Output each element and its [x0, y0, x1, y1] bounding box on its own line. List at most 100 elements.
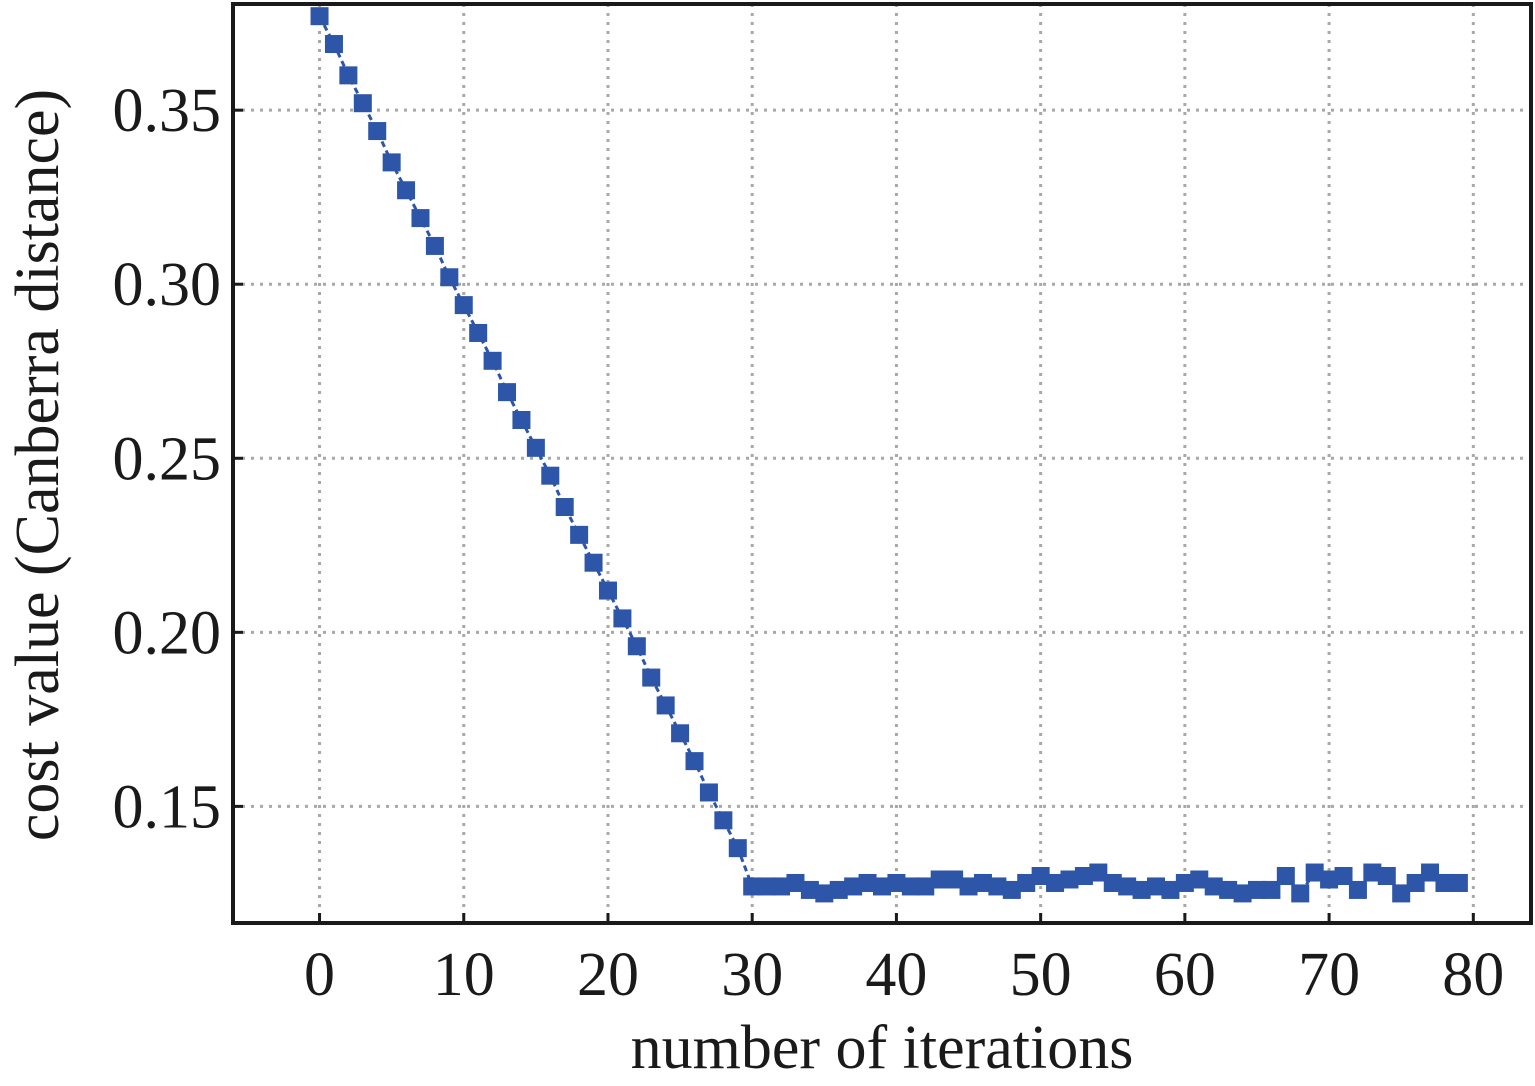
data-point-marker [1161, 880, 1180, 899]
y-tick-label: 0.35 [113, 77, 222, 145]
plot-frame [231, 2, 1533, 925]
data-point-marker [930, 870, 949, 889]
data-point-marker [1276, 867, 1295, 886]
data-point-marker [1175, 873, 1194, 892]
data-point-marker [1320, 870, 1339, 889]
x-axis-label: number of iterations [631, 1014, 1134, 1082]
x-tick-label: 0 [304, 941, 335, 1009]
y-tick-label: 0.30 [113, 251, 222, 319]
data-point-marker [1219, 880, 1238, 899]
data-point-marker [873, 877, 891, 896]
y-tick-label: 0.20 [113, 599, 222, 667]
x-tick-label: 70 [1298, 941, 1360, 1009]
data-point-marker [959, 877, 978, 896]
axis-ticks: 0 10 20 30 40 50 60 70 80 0.15 0.20 0.25 0.30 0.35 [113, 77, 1505, 1009]
data-series [310, 7, 1468, 903]
x-tick-label: 20 [577, 941, 639, 1009]
data-point-marker [584, 553, 603, 572]
data-point-marker [1017, 873, 1036, 892]
x-tick-label: 80 [1442, 941, 1504, 1009]
data-point-marker [887, 873, 906, 892]
data-point-marker [1147, 877, 1166, 896]
data-point-marker [627, 637, 646, 656]
data-point-marker [1103, 873, 1122, 892]
data-point-marker [642, 668, 661, 687]
data-point-marker [353, 94, 372, 113]
data-point-marker [714, 811, 733, 830]
data-point-marker [829, 880, 848, 899]
data-point-marker [988, 877, 1007, 896]
x-tick-label: 40 [865, 941, 927, 1009]
data-point-marker [757, 877, 776, 896]
data-point-marker [901, 877, 920, 896]
grid [233, 4, 1531, 923]
y-tick-label: 0.15 [113, 773, 222, 841]
data-point-marker [483, 351, 502, 370]
data-point-marker [498, 383, 517, 402]
data-point-marker [541, 466, 560, 485]
data-point-marker [916, 877, 935, 896]
data-point-marker [570, 525, 589, 544]
data-point-marker [1074, 867, 1093, 886]
data-point-marker [512, 410, 531, 429]
data-point-marker [368, 122, 387, 141]
data-point-marker [786, 873, 805, 892]
data-point-marker [1348, 880, 1367, 899]
data-point-marker [973, 873, 992, 892]
data-point-marker [1449, 873, 1468, 892]
data-point-marker [469, 323, 488, 342]
data-point-marker [858, 873, 877, 892]
data-point-marker [685, 752, 704, 771]
data-point-marker [1002, 880, 1021, 899]
data-point-marker [1031, 867, 1050, 886]
data-point-marker [425, 236, 444, 255]
data-point-marker [772, 877, 791, 896]
data-point-marker [1233, 884, 1252, 903]
data-point-marker [1334, 867, 1353, 886]
data-point-marker [1247, 880, 1266, 899]
y-axis-label: cost value (Canberra distance) [4, 89, 72, 841]
data-point-marker [1377, 867, 1396, 886]
x-tick-label: 30 [721, 941, 783, 1009]
data-point-marker [945, 870, 964, 889]
data-point-marker [324, 35, 343, 54]
data-point-marker [454, 296, 473, 315]
data-point-marker [555, 498, 574, 517]
data-point-marker [1363, 863, 1382, 882]
data-point-marker [1435, 873, 1454, 892]
data-point-marker [1305, 863, 1324, 882]
data-point-marker [1421, 863, 1440, 882]
data-point-marker [1132, 880, 1151, 899]
x-tick-label: 60 [1154, 941, 1216, 1009]
data-point-marker [411, 209, 430, 228]
data-point-marker [1291, 884, 1310, 903]
x-tick-label: 10 [433, 941, 495, 1009]
series-line [318, 15, 1459, 896]
x-tick-label: 50 [1010, 941, 1072, 1009]
data-point-marker [440, 268, 459, 287]
data-point-marker [1392, 884, 1411, 903]
data-point-marker [339, 66, 358, 85]
data-point-marker [598, 581, 617, 600]
data-point-marker [397, 181, 416, 200]
y-tick-label: 0.25 [113, 425, 222, 493]
data-point-marker [310, 7, 329, 26]
data-point-marker [1190, 870, 1209, 889]
data-point-marker [1118, 877, 1137, 896]
data-point-marker [1204, 877, 1223, 896]
data-point-marker [671, 724, 690, 743]
data-point-marker [613, 609, 632, 628]
data-point-marker [526, 438, 545, 457]
data-point-marker [1046, 873, 1065, 892]
data-point-marker [743, 877, 762, 896]
data-point-marker [728, 839, 747, 858]
data-point-marker [844, 877, 863, 896]
data-point-marker [1089, 863, 1108, 882]
data-point-marker [800, 880, 819, 899]
data-point-marker [1060, 870, 1079, 889]
data-point-marker [1262, 880, 1281, 899]
data-point-marker [656, 696, 675, 715]
data-point-marker [1406, 873, 1425, 892]
data-point-marker [699, 783, 718, 802]
